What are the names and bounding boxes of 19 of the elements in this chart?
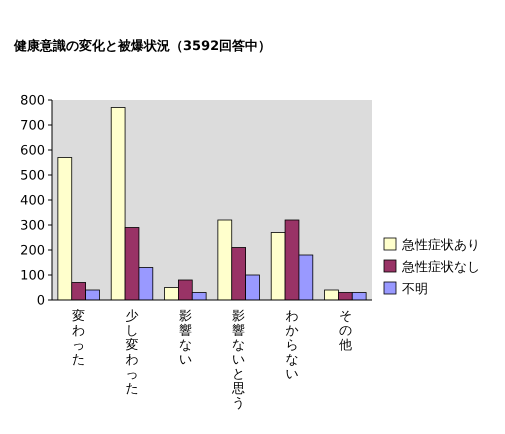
ytick-label: 600 (20, 144, 45, 158)
ytick-label: 800 (20, 94, 45, 108)
xtick-label: 影響ない (178, 309, 192, 368)
ytick-label: 0 (36, 294, 45, 308)
legend-label: 不明 (402, 282, 428, 297)
ytick-label: 400 (20, 194, 45, 208)
legend-label: 急性症状なし (402, 260, 480, 275)
ytick-label: 500 (20, 168, 45, 184)
legend-label: 急性症状あり (402, 238, 480, 253)
xtick-label: 少し変わった (126, 309, 138, 396)
xtick-label: 影響ないと思う (232, 309, 246, 411)
ytick-label: 300 (20, 218, 45, 234)
ytick-label: 100 (20, 268, 45, 284)
ytick-label: 700 (20, 118, 45, 134)
title: 健康意識の変化と被爆状況（3592回答中） (14, 39, 272, 54)
xtick-label: 変わった (72, 309, 86, 368)
ytick-label: 200 (20, 244, 45, 258)
xtick-label: わからない (286, 309, 298, 382)
xtick-label: その他 (338, 309, 352, 353)
